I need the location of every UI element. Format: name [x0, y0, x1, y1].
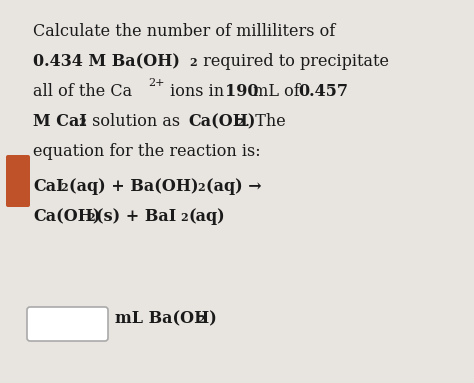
Text: 2+: 2+ — [148, 78, 164, 88]
Text: 2: 2 — [78, 117, 86, 128]
FancyBboxPatch shape — [6, 155, 30, 207]
Text: mL of: mL of — [248, 83, 305, 100]
Text: 0.434 M Ba(OH): 0.434 M Ba(OH) — [33, 53, 180, 70]
Text: Calculate the number of milliliters of: Calculate the number of milliliters of — [33, 23, 335, 40]
Text: 2: 2 — [180, 212, 188, 223]
Text: 2: 2 — [87, 212, 95, 223]
Text: solution as: solution as — [87, 113, 185, 130]
FancyBboxPatch shape — [27, 307, 108, 341]
Text: 2: 2 — [197, 314, 205, 325]
Text: Ca(OH): Ca(OH) — [33, 208, 100, 225]
Text: . The: . The — [245, 113, 286, 130]
Text: 190: 190 — [225, 83, 258, 100]
Text: (aq) →: (aq) → — [206, 178, 262, 195]
Text: required to precipitate: required to precipitate — [198, 53, 389, 70]
Text: (aq): (aq) — [189, 208, 226, 225]
Text: equation for the reaction is:: equation for the reaction is: — [33, 143, 261, 160]
Text: 2: 2 — [60, 182, 68, 193]
Text: M CaI: M CaI — [33, 113, 87, 130]
Text: 2: 2 — [189, 57, 197, 68]
Text: 2: 2 — [236, 117, 244, 128]
Text: all of the Ca: all of the Ca — [33, 83, 132, 100]
Text: ions in: ions in — [165, 83, 229, 100]
Text: CaI: CaI — [33, 178, 64, 195]
Text: mL Ba(OH): mL Ba(OH) — [115, 310, 217, 327]
Text: 0.457: 0.457 — [298, 83, 348, 100]
Text: 2: 2 — [197, 182, 205, 193]
Text: (s) + BaI: (s) + BaI — [96, 208, 176, 225]
Text: Ca(OH): Ca(OH) — [188, 113, 255, 130]
Text: (aq) + Ba(OH): (aq) + Ba(OH) — [69, 178, 199, 195]
